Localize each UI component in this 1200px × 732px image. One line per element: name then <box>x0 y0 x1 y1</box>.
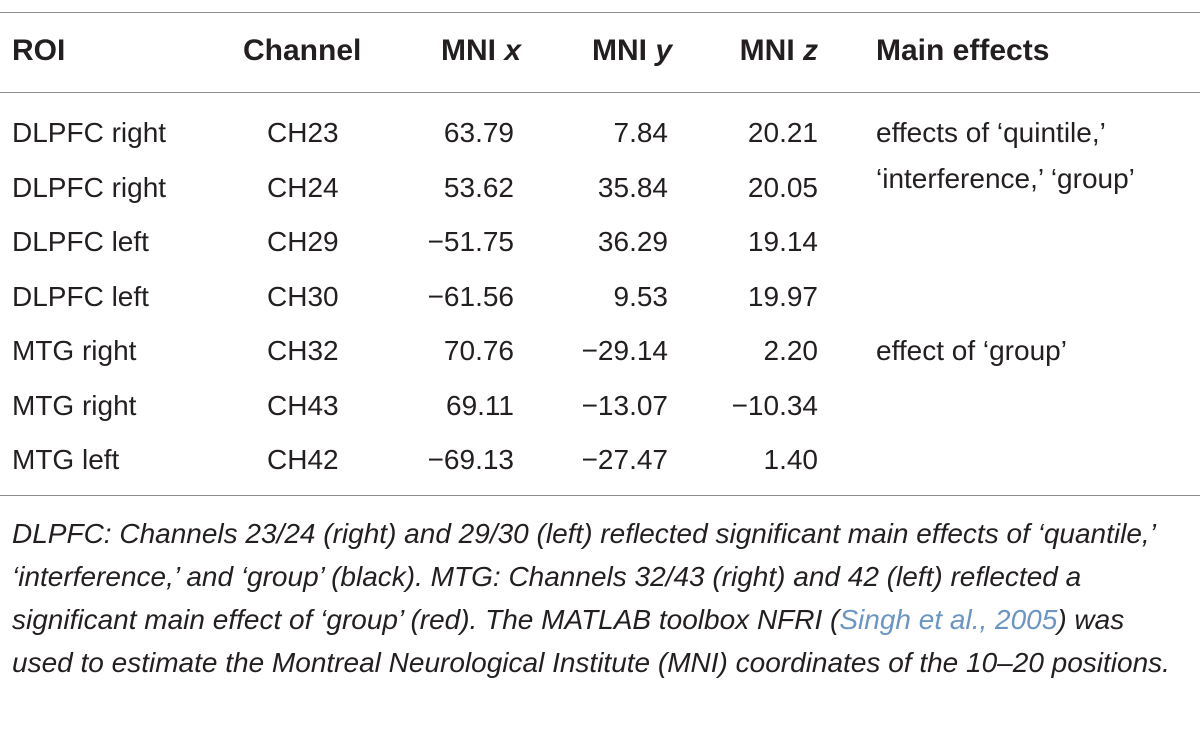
cell-mni-z: 1.40 <box>763 444 819 475</box>
cell-mni-y: 36.29 <box>597 226 668 257</box>
cell-roi: DLPFC left <box>12 226 149 257</box>
bottom-rule <box>0 495 1200 496</box>
cell-mni-x: 53.62 <box>443 172 514 203</box>
cell-channel: CH32 <box>267 335 339 366</box>
header-mni-z-prefix: MNI <box>739 34 803 67</box>
cell-roi: MTG right <box>12 390 137 421</box>
header-mni-x-var: x <box>504 34 521 67</box>
footnote-text-1: DLPFC: Channels 23/24 (right) and 29/30 … <box>12 518 1155 635</box>
cell-mni-z: 19.97 <box>747 281 818 312</box>
cell-mni-x: 63.79 <box>443 117 514 148</box>
table-footnote: DLPFC: Channels 23/24 (right) and 29/30 … <box>12 512 1192 684</box>
cell-mni-x: −61.56 <box>427 281 514 312</box>
cell-mni-y: 35.84 <box>597 172 668 203</box>
cell-mni-z: 2.20 <box>763 335 819 366</box>
cell-mni-z: 19.14 <box>747 226 818 257</box>
cell-mni-z: 20.21 <box>747 117 818 148</box>
effects-dlpfc-line1: effects of ‘quintile,’ <box>876 117 1106 148</box>
header-mni-y-prefix: MNI <box>591 34 656 67</box>
top-rule <box>0 12 1200 13</box>
cell-mni-x: 69.11 <box>446 390 514 421</box>
cell-channel: CH30 <box>267 281 339 312</box>
cell-mni-x: −51.75 <box>427 226 514 257</box>
cell-roi: MTG left <box>12 444 120 475</box>
header-roi: ROI <box>12 34 66 67</box>
header-mni-z: MNI z <box>705 33 818 69</box>
cell-mni-y: −13.07 <box>581 390 668 421</box>
cell-mni-z: 20.05 <box>747 172 818 203</box>
header-channel: Channel <box>243 34 362 67</box>
cell-mni-z: −10.34 <box>731 390 818 421</box>
cell-mni-x: 70.76 <box>443 335 514 366</box>
cell-channel: CH23 <box>267 117 339 148</box>
cell-mni-y: 7.84 <box>613 117 669 148</box>
header-main-effects: Main effects <box>876 34 1050 67</box>
header-mni-y-var: y <box>655 34 672 67</box>
effects-dlpfc-line2: ‘interference,’ ‘group’ <box>876 163 1135 194</box>
cell-mni-x: −69.13 <box>427 444 514 475</box>
cell-roi: DLPFC left <box>12 281 149 312</box>
header-mni-x: MNI x <box>405 33 521 69</box>
cell-mni-y: −27.47 <box>581 444 668 475</box>
cell-mni-y: −29.14 <box>581 335 668 366</box>
cell-channel: CH43 <box>267 390 339 421</box>
header-mni-z-var: z <box>803 34 818 67</box>
footnote-text-2: ) was used to estimate the Montreal Neur… <box>12 604 1170 678</box>
cell-channel: CH42 <box>267 444 339 475</box>
cell-channel: CH24 <box>267 172 339 203</box>
cell-channel: CH29 <box>267 226 339 257</box>
effects-mtg: effect of ‘group’ <box>876 335 1067 366</box>
header-mni-x-prefix: MNI <box>440 34 505 67</box>
header-mni-y: MNI y <box>560 33 672 69</box>
cell-roi: DLPFC right <box>12 172 167 203</box>
cell-mni-y: 9.53 <box>613 281 669 312</box>
citation-link[interactable]: Singh et al., 2005 <box>839 604 1058 635</box>
header-rule <box>0 92 1200 93</box>
cell-roi: DLPFC right <box>12 117 167 148</box>
cell-roi: MTG right <box>12 335 137 366</box>
